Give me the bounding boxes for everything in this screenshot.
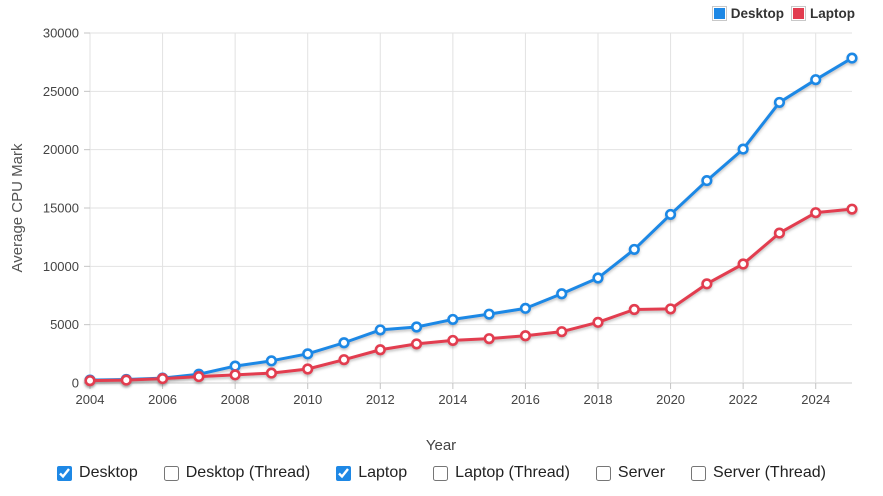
data-point[interactable] — [737, 143, 749, 155]
data-point[interactable] — [810, 74, 822, 86]
legend-swatch-icon — [791, 6, 806, 21]
x-tick-label: 2010 — [293, 392, 322, 407]
y-tick-label: 25000 — [43, 84, 79, 99]
data-point[interactable] — [556, 288, 568, 300]
y-axis-title: Average CPU Mark — [9, 143, 26, 272]
axis-tick-labels: 0 5000 10000 15000 20000 25000 30000 2004 2006 20… — [43, 26, 830, 408]
y-tick-label: 10000 — [43, 259, 79, 274]
x-axis-title: Year — [426, 437, 456, 454]
legend-item-laptop[interactable]: Laptop — [791, 6, 855, 21]
toggle-label: Server — [617, 464, 666, 481]
data-point[interactable] — [737, 258, 749, 270]
data-point[interactable] — [592, 272, 604, 284]
data-point[interactable] — [592, 316, 604, 328]
y-tick-label: 30000 — [43, 26, 79, 41]
data-point[interactable] — [229, 369, 241, 381]
series-toggles: Desktop Desktop (Thread) Laptop Laptop (Thr… — [0, 464, 883, 482]
data-point[interactable] — [773, 227, 786, 239]
data-point[interactable] — [447, 334, 459, 347]
series-laptop — [84, 203, 858, 387]
chart-legend: Desktop Laptop — [711, 6, 855, 21]
data-point[interactable] — [628, 243, 640, 256]
series-line — [88, 56, 854, 382]
data-point[interactable] — [810, 207, 822, 219]
data-point[interactable] — [556, 326, 568, 338]
data-point[interactable] — [664, 303, 677, 315]
legend-label: Laptop — [810, 6, 855, 21]
data-point[interactable] — [265, 355, 278, 367]
toggle-label: Desktop (Thread) — [185, 464, 311, 481]
data-point[interactable] — [628, 303, 640, 316]
toggle-desktop-thread[interactable]: Desktop (Thread) — [163, 464, 311, 482]
x-tick-label: 2022 — [729, 392, 758, 407]
data-point[interactable] — [302, 348, 314, 360]
chart-canvas: 0 5000 10000 15000 20000 25000 30000 2004 2006 20… — [9, 26, 858, 454]
data-point[interactable] — [483, 308, 495, 320]
x-tick-label: 2016 — [511, 392, 540, 407]
x-tick-label: 2004 — [76, 392, 105, 407]
data-point[interactable] — [193, 370, 205, 383]
data-point[interactable] — [120, 374, 132, 386]
x-tick-label: 2020 — [656, 392, 685, 407]
toggle-desktop[interactable]: Desktop — [57, 464, 138, 482]
toggle-label: Server (Thread) — [713, 464, 826, 481]
data-point[interactable] — [410, 338, 423, 350]
gridlines — [89, 32, 852, 384]
toggle-server[interactable]: Server — [595, 464, 666, 482]
legend-swatch-icon — [711, 6, 727, 21]
data-point[interactable] — [156, 372, 169, 385]
legend-label: Desktop — [730, 6, 784, 21]
x-tick-label: 2008 — [221, 392, 250, 407]
x-tick-label: 2006 — [148, 392, 177, 407]
toggle-label: Desktop — [79, 464, 138, 481]
data-series — [84, 52, 858, 387]
toggle-server-thread[interactable]: Server (Thread) — [691, 464, 826, 482]
series-desktop — [84, 52, 858, 386]
x-tick-label: 2024 — [801, 392, 830, 407]
y-tick-label: 5000 — [50, 317, 79, 332]
x-tick-label: 2018 — [584, 392, 613, 407]
data-point[interactable] — [338, 337, 350, 349]
data-point[interactable] — [701, 174, 713, 187]
data-point[interactable] — [84, 375, 96, 387]
data-point[interactable] — [410, 321, 423, 333]
series-checkbox[interactable] — [595, 465, 611, 481]
toggle-label: Laptop (Thread) — [455, 464, 570, 481]
series-checkbox[interactable] — [691, 465, 707, 481]
toggle-laptop-thread[interactable]: Laptop (Thread) — [433, 464, 570, 482]
data-point[interactable] — [338, 354, 350, 366]
data-point[interactable] — [302, 363, 314, 375]
series-line — [88, 207, 854, 383]
data-point[interactable] — [447, 313, 459, 326]
data-point[interactable] — [846, 203, 858, 215]
data-point[interactable] — [265, 367, 278, 379]
y-tick-label: 20000 — [43, 142, 79, 157]
data-point[interactable] — [519, 330, 532, 342]
x-tick-label: 2012 — [366, 392, 395, 407]
y-tick-label: 0 — [72, 376, 79, 391]
data-point[interactable] — [701, 278, 713, 290]
series-checkbox[interactable] — [336, 465, 352, 481]
data-point[interactable] — [374, 324, 386, 336]
data-point[interactable] — [374, 344, 386, 356]
toggle-laptop[interactable]: Laptop — [336, 464, 407, 482]
series-checkbox[interactable] — [57, 465, 73, 481]
data-point[interactable] — [773, 96, 786, 109]
toggle-label: Laptop — [358, 464, 408, 481]
axis-ticks — [84, 32, 817, 389]
x-tick-label: 2014 — [438, 392, 467, 407]
series-checkbox[interactable] — [163, 465, 179, 481]
data-point[interactable] — [229, 360, 241, 372]
data-point[interactable] — [664, 208, 677, 221]
data-point[interactable] — [483, 333, 495, 345]
series-checkbox[interactable] — [433, 465, 449, 481]
y-tick-label: 15000 — [43, 201, 79, 216]
data-point[interactable] — [846, 52, 858, 64]
data-point[interactable] — [519, 302, 532, 314]
legend-item-desktop[interactable]: Desktop — [711, 6, 784, 21]
